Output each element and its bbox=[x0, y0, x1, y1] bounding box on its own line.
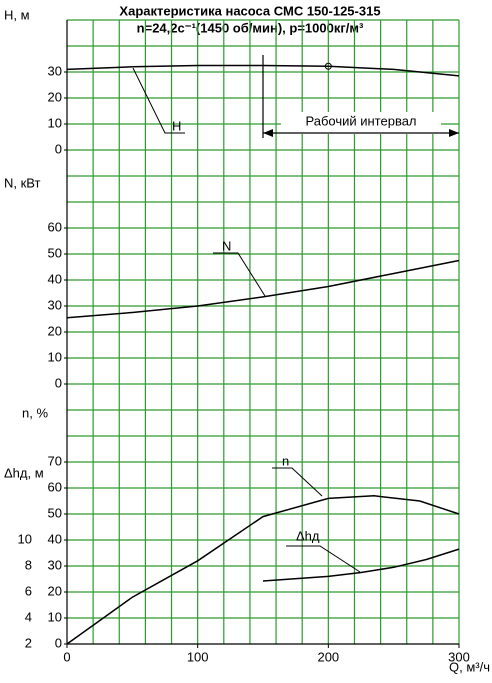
y-tick-label: 40 bbox=[48, 531, 62, 546]
leader bbox=[272, 467, 323, 497]
nominal-point bbox=[324, 62, 332, 70]
interval-label: Рабочий интервал bbox=[305, 113, 416, 128]
y-tick-label: 70 bbox=[48, 453, 62, 468]
curve-label: H bbox=[172, 118, 181, 133]
x-tick-label: 300 bbox=[448, 649, 470, 664]
curve bbox=[66, 495, 460, 645]
y-tick-label: 40 bbox=[48, 271, 62, 286]
y-tick-label: 30 bbox=[48, 297, 62, 312]
y-tick-label: 10 bbox=[48, 609, 62, 624]
curve bbox=[262, 548, 460, 582]
x-tick-label: 200 bbox=[317, 649, 339, 664]
y-tick-label: 20 bbox=[48, 89, 62, 104]
y-tick-label: 20 bbox=[48, 583, 62, 598]
y-tick-label: 30 bbox=[48, 557, 62, 572]
leader bbox=[132, 67, 185, 134]
y-tick-label: 10 bbox=[48, 115, 62, 130]
y-tick-label: 30 bbox=[48, 63, 62, 78]
y-tick-label: 6 bbox=[25, 583, 32, 598]
y-tick-label: 60 bbox=[48, 219, 62, 234]
x-axis-label: Q, м³/ч bbox=[449, 659, 490, 674]
y-tick-label: 8 bbox=[25, 557, 32, 572]
y-axis-label: H, м bbox=[4, 7, 30, 22]
y-tick-label: 60 bbox=[48, 479, 62, 494]
y-tick-label: 20 bbox=[48, 323, 62, 338]
y-tick-label: 4 bbox=[25, 609, 32, 624]
leader bbox=[213, 252, 266, 297]
curve bbox=[66, 259, 460, 319]
y-tick-label: 10 bbox=[18, 531, 32, 546]
y-tick-label: 2 bbox=[25, 635, 32, 650]
y-axis-label: n, % bbox=[22, 405, 48, 420]
y-axis-label: N, кВт bbox=[4, 175, 41, 190]
y-tick-label: 10 bbox=[48, 349, 62, 364]
x-tick-label: 100 bbox=[187, 649, 209, 664]
y-tick-label: 0 bbox=[55, 141, 62, 156]
curve-label: N bbox=[222, 238, 231, 253]
y-tick-label: 50 bbox=[48, 245, 62, 260]
curve-label: n bbox=[282, 453, 289, 468]
chart-title: Характеристика насоса СМС 150-125-315 bbox=[119, 3, 380, 18]
y-tick-label: 0 bbox=[55, 375, 62, 390]
y-tick-label: 50 bbox=[48, 505, 62, 520]
curve-label: Δhд bbox=[296, 528, 320, 543]
x-tick-label: 0 bbox=[63, 649, 70, 664]
interval-label-bg bbox=[281, 112, 441, 134]
y-tick-label: 0 bbox=[55, 635, 62, 650]
y-axis-label: Δhд, м bbox=[4, 465, 44, 480]
leader bbox=[286, 545, 361, 573]
